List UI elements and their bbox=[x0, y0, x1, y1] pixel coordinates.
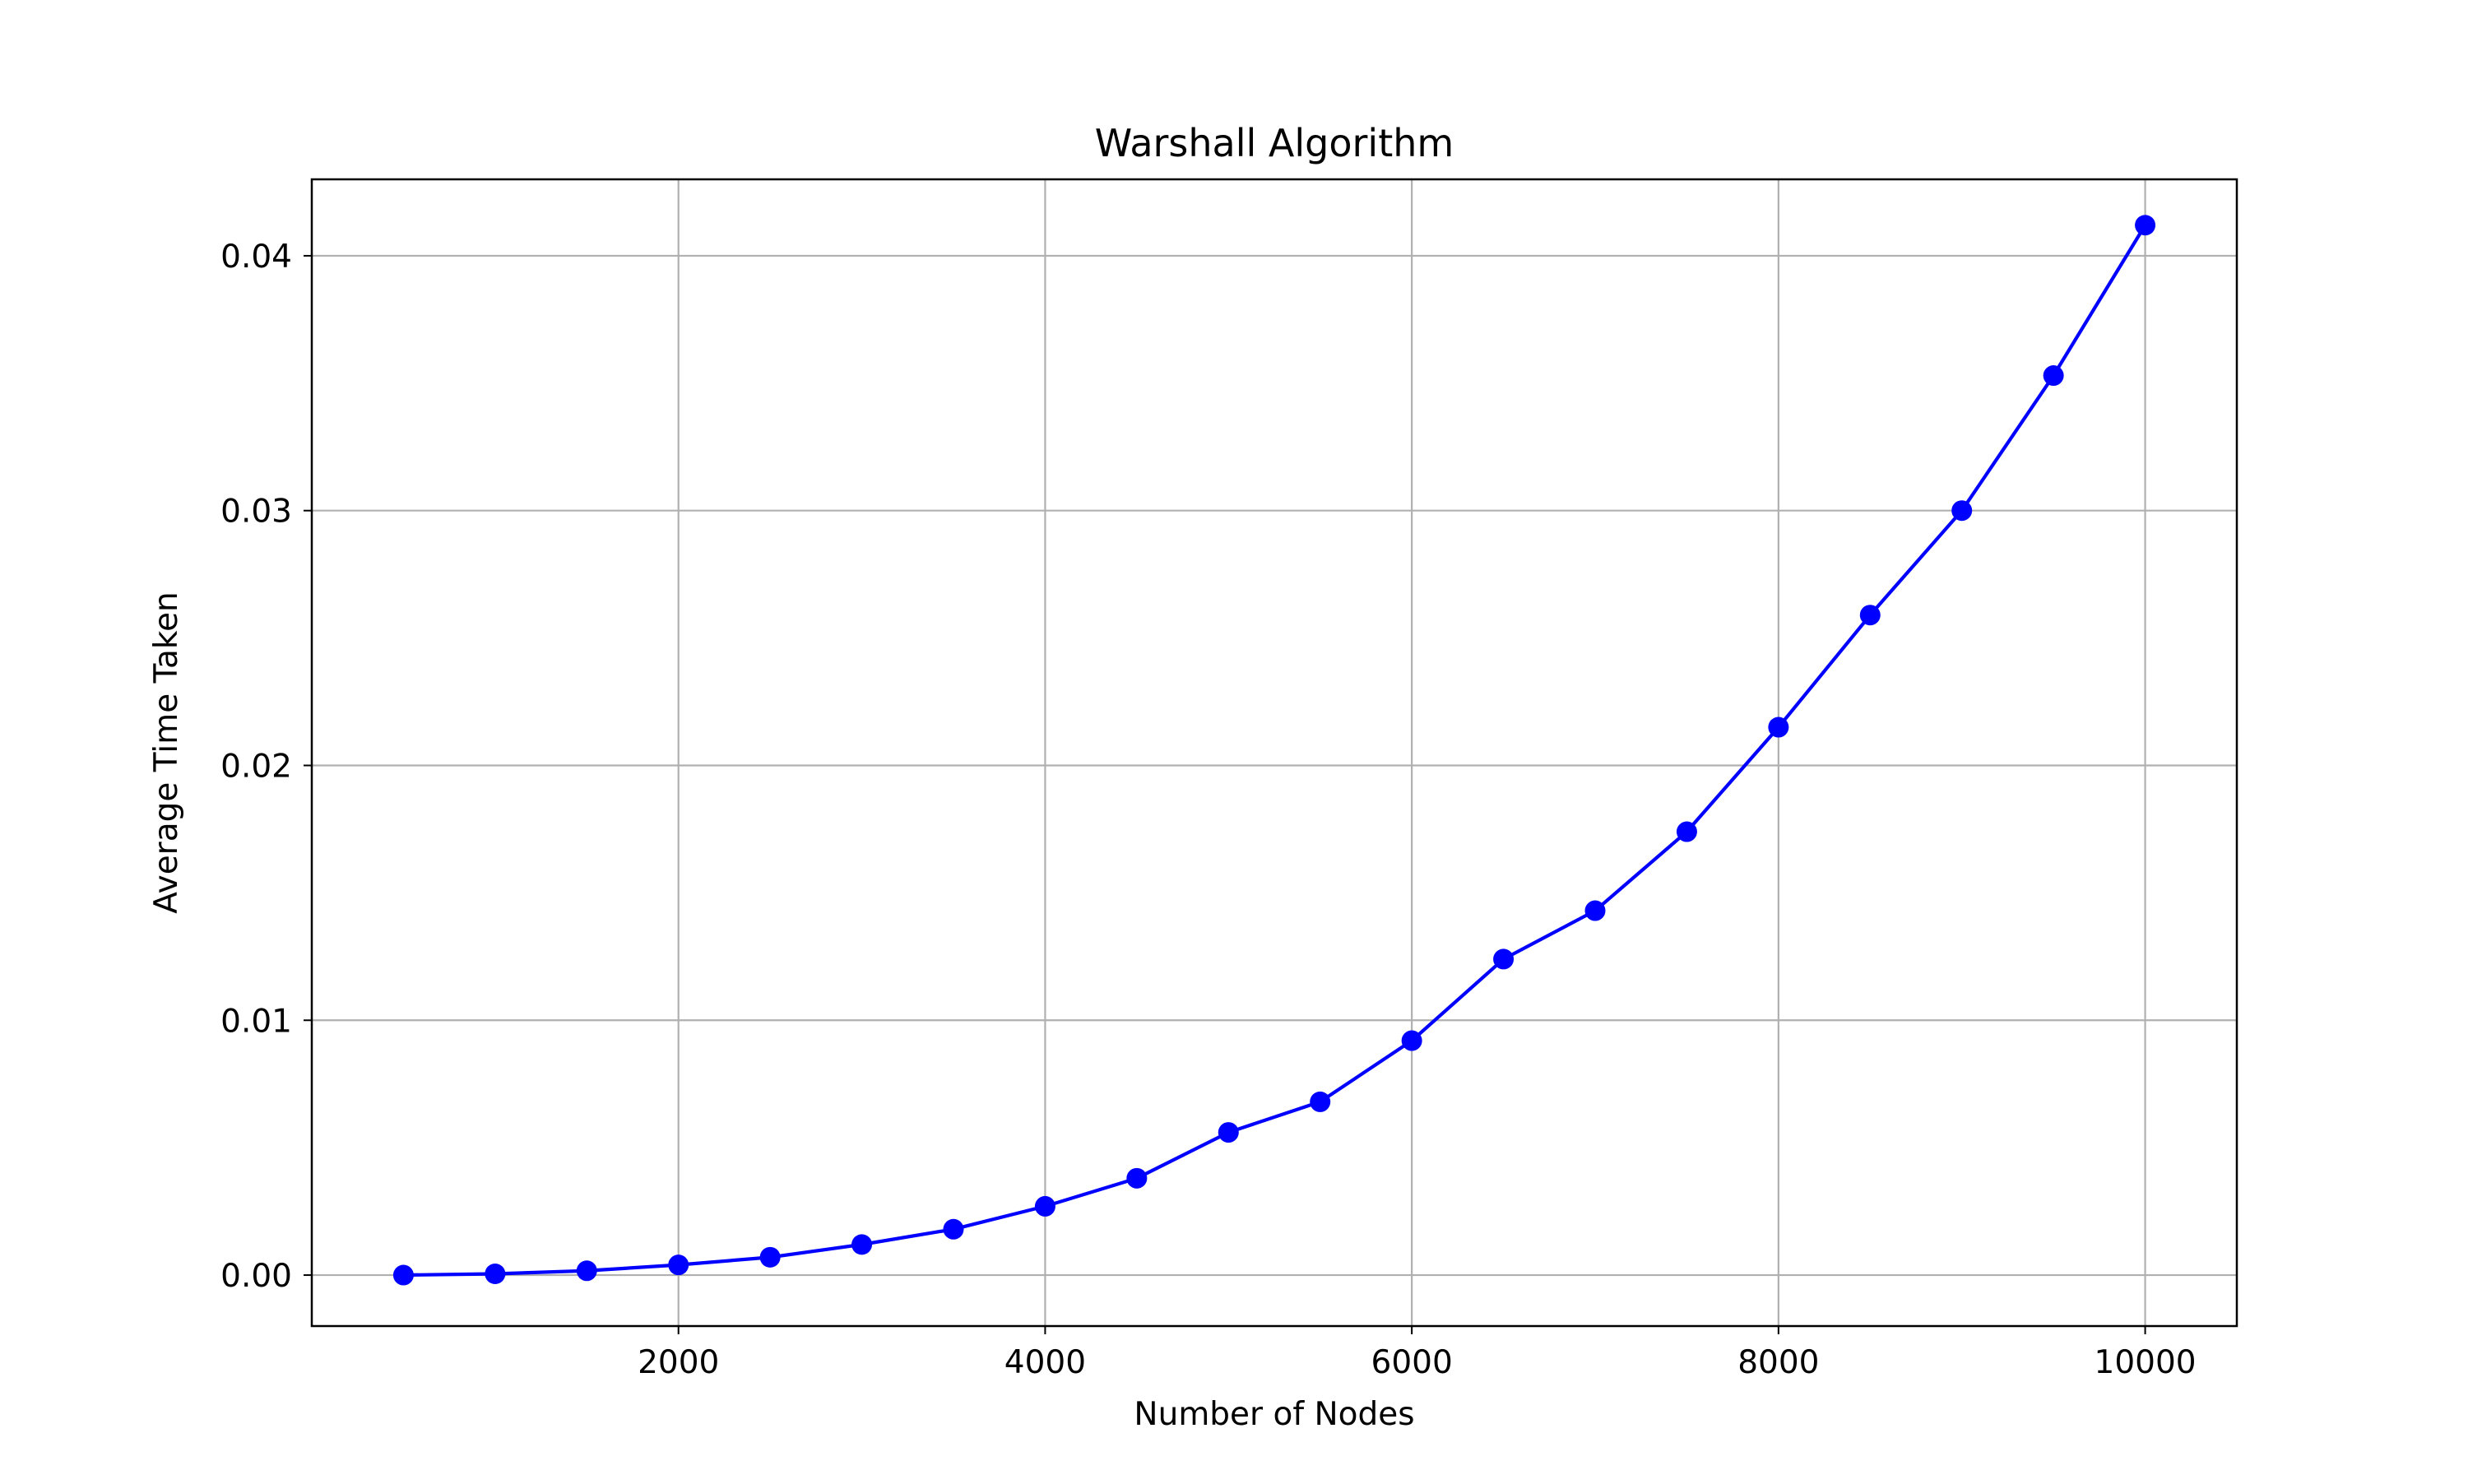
data-point bbox=[1493, 948, 1515, 970]
data-point bbox=[851, 1234, 873, 1255]
data-point bbox=[1218, 1122, 1239, 1143]
data-point bbox=[1859, 605, 1881, 626]
x-tick-label: 6000 bbox=[1371, 1344, 1453, 1381]
x-axis-ticks: 2000 4000 6000 8000 10000 bbox=[638, 1326, 2197, 1381]
y-tick-label: 0.01 bbox=[220, 1003, 292, 1040]
data-point bbox=[668, 1254, 689, 1276]
plot-frame bbox=[310, 178, 2238, 1328]
data-point bbox=[392, 1264, 414, 1286]
data-point bbox=[1676, 821, 1697, 842]
y-axis-label: Average Time Taken bbox=[148, 591, 185, 914]
grid-lines bbox=[312, 179, 2237, 1326]
series-line bbox=[403, 224, 2147, 1278]
data-point bbox=[485, 1263, 506, 1284]
x-tick-label: 8000 bbox=[1737, 1344, 1819, 1381]
y-axis-ticks: 0.00 0.01 0.02 0.03 0.04 bbox=[220, 239, 312, 1295]
data-point bbox=[1401, 1030, 1422, 1051]
x-tick-label: 2000 bbox=[638, 1344, 719, 1381]
data-point bbox=[759, 1246, 781, 1268]
data-point bbox=[1034, 1195, 1055, 1217]
data-point bbox=[1126, 1167, 1148, 1189]
y-tick-label: 0.03 bbox=[220, 494, 292, 531]
x-axis-label: Number of Nodes bbox=[1134, 1396, 1414, 1433]
data-point bbox=[2043, 365, 2064, 387]
y-tick-label: 0.02 bbox=[220, 748, 292, 785]
y-tick-label: 0.00 bbox=[220, 1258, 292, 1295]
data-point bbox=[2135, 215, 2156, 236]
data-point bbox=[576, 1260, 597, 1282]
data-point bbox=[1584, 900, 1606, 921]
data-point bbox=[1951, 500, 1973, 522]
data-point bbox=[1768, 716, 1789, 738]
x-tick-label: 10000 bbox=[2095, 1344, 2197, 1381]
x-tick-label: 4000 bbox=[1004, 1344, 1086, 1381]
data-point bbox=[943, 1218, 964, 1240]
chart-title: Warshall Algorithm bbox=[1095, 121, 1454, 165]
y-tick-label: 0.04 bbox=[220, 239, 292, 276]
series-layer bbox=[392, 215, 2156, 1286]
data-point bbox=[1310, 1091, 1331, 1112]
